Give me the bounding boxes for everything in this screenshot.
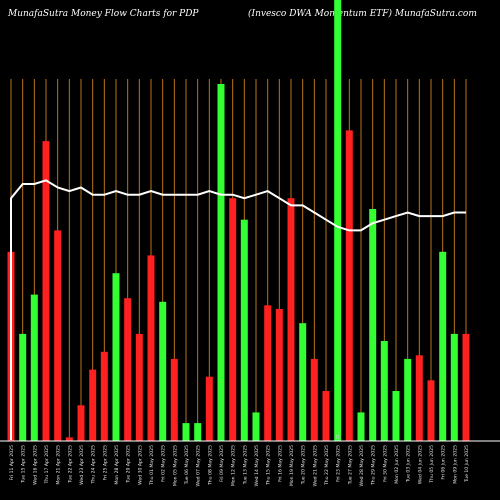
bar — [100, 351, 108, 442]
bar — [159, 301, 167, 441]
x-tick-label: Thu 01 May 2025 — [149, 445, 155, 486]
x-tick-label: Wed 23 Apr 2025 — [79, 445, 85, 485]
x-tick-label: Mon 09 Jun 2025 — [452, 445, 458, 484]
x-tick-label: Thu 08 May 2025 — [207, 445, 213, 486]
x-tick-label: Mon 05 May 2025 — [172, 445, 178, 486]
x-tick-label: Thu 24 Apr 2025 — [91, 445, 97, 485]
x-tick-label: Mon 02 Jun 2025 — [394, 445, 400, 484]
x-tick-label: Tue 10 Jun 2025 — [464, 445, 470, 483]
bar — [65, 437, 73, 441]
bar — [345, 130, 353, 441]
x-tick-label: Thu 15 May 2025 — [266, 445, 272, 486]
bar — [19, 333, 27, 441]
chart-title-right: (Invesco DWA Momentum ETF) MunafaSutra.c… — [248, 9, 477, 19]
bar — [170, 358, 178, 441]
x-tick-label: Thu 17 Apr 2025 — [44, 445, 50, 485]
x-tick-label: Fri 16 May 2025 — [277, 445, 283, 482]
x-tick-label: Wed 14 May 2025 — [254, 445, 260, 487]
bar — [310, 358, 318, 441]
bar — [205, 376, 213, 441]
chart-title-left: MunafaSutra Money Flow Charts for PDP — [8, 9, 199, 19]
bar — [287, 198, 295, 441]
bar — [112, 273, 120, 441]
x-tick-label: Fri 02 May 2025 — [161, 445, 167, 482]
bar — [42, 141, 50, 441]
x-tick-label: Mon 19 May 2025 — [289, 445, 295, 486]
bar — [427, 380, 435, 441]
bar — [194, 423, 202, 441]
x-tick-label: Fri 23 May 2025 — [336, 445, 342, 482]
bar — [240, 219, 248, 441]
bar — [264, 305, 272, 441]
x-tick-label: Wed 28 May 2025 — [359, 445, 365, 487]
x-tick-label: Mon 21 Apr 2025 — [56, 445, 62, 485]
bar — [334, 0, 342, 441]
x-tick-label: Tue 20 May 2025 — [301, 445, 307, 485]
bar — [322, 391, 330, 441]
bar — [357, 412, 365, 441]
bar — [275, 308, 283, 441]
x-tick-label: Wed 30 Apr 2025 — [137, 445, 143, 485]
bar — [135, 333, 143, 441]
zero-marker: 0 — [336, 434, 340, 441]
bar — [147, 255, 155, 441]
bar — [462, 333, 470, 441]
x-tick-label: Mon 12 May 2025 — [231, 445, 237, 486]
bar — [450, 333, 458, 441]
x-tick-label: Tue 22 Apr 2025 — [67, 445, 73, 484]
bar — [299, 323, 307, 441]
bar — [392, 391, 400, 441]
bar — [182, 423, 190, 441]
x-tick-label: Fri 11 Apr 2025 — [9, 445, 15, 480]
x-tick-label: Tue 03 Jun 2025 — [406, 445, 412, 483]
x-tick-label: Tue 06 May 2025 — [184, 445, 190, 485]
money-flow-line — [10, 179, 466, 440]
bar — [217, 84, 225, 441]
bar — [89, 369, 97, 441]
bar — [404, 358, 412, 441]
x-tick-label: Wed 07 May 2025 — [196, 445, 202, 487]
x-tick-label: Wed 21 May 2025 — [312, 445, 318, 487]
x-tick-label: Thu 22 May 2025 — [324, 445, 330, 486]
x-tick-label: Mon 28 Apr 2025 — [114, 445, 120, 485]
x-tick-label: Fri 30 May 2025 — [382, 445, 388, 482]
bar — [380, 341, 388, 441]
bar — [415, 355, 423, 441]
x-tick-label: Tue 29 Apr 2025 — [126, 445, 132, 484]
bar — [229, 198, 237, 441]
x-tick-label: Fri 25 Apr 2025 — [102, 445, 108, 480]
bar — [54, 230, 62, 441]
x-tick-label: Wed 04 Jun 2025 — [417, 445, 423, 484]
x-tick-label: Tue 15 Apr 2025 — [21, 445, 27, 484]
bar — [369, 209, 377, 441]
x-tick-label: Thu 05 Jun 2025 — [429, 445, 435, 484]
x-tick-label: Tue 13 May 2025 — [242, 445, 248, 485]
x-tick-label: Fri 09 May 2025 — [219, 445, 225, 482]
bar — [30, 294, 38, 441]
bar — [77, 405, 85, 441]
x-tick-label: Tue 27 May 2025 — [347, 445, 353, 485]
x-tick-label: Wed 16 Apr 2025 — [32, 445, 38, 485]
x-tick-label: Thu 29 May 2025 — [371, 445, 377, 486]
bar — [439, 251, 447, 441]
bar — [124, 298, 132, 441]
bar — [252, 412, 260, 441]
x-tick-label: Fri 06 Jun 2025 — [441, 445, 447, 480]
